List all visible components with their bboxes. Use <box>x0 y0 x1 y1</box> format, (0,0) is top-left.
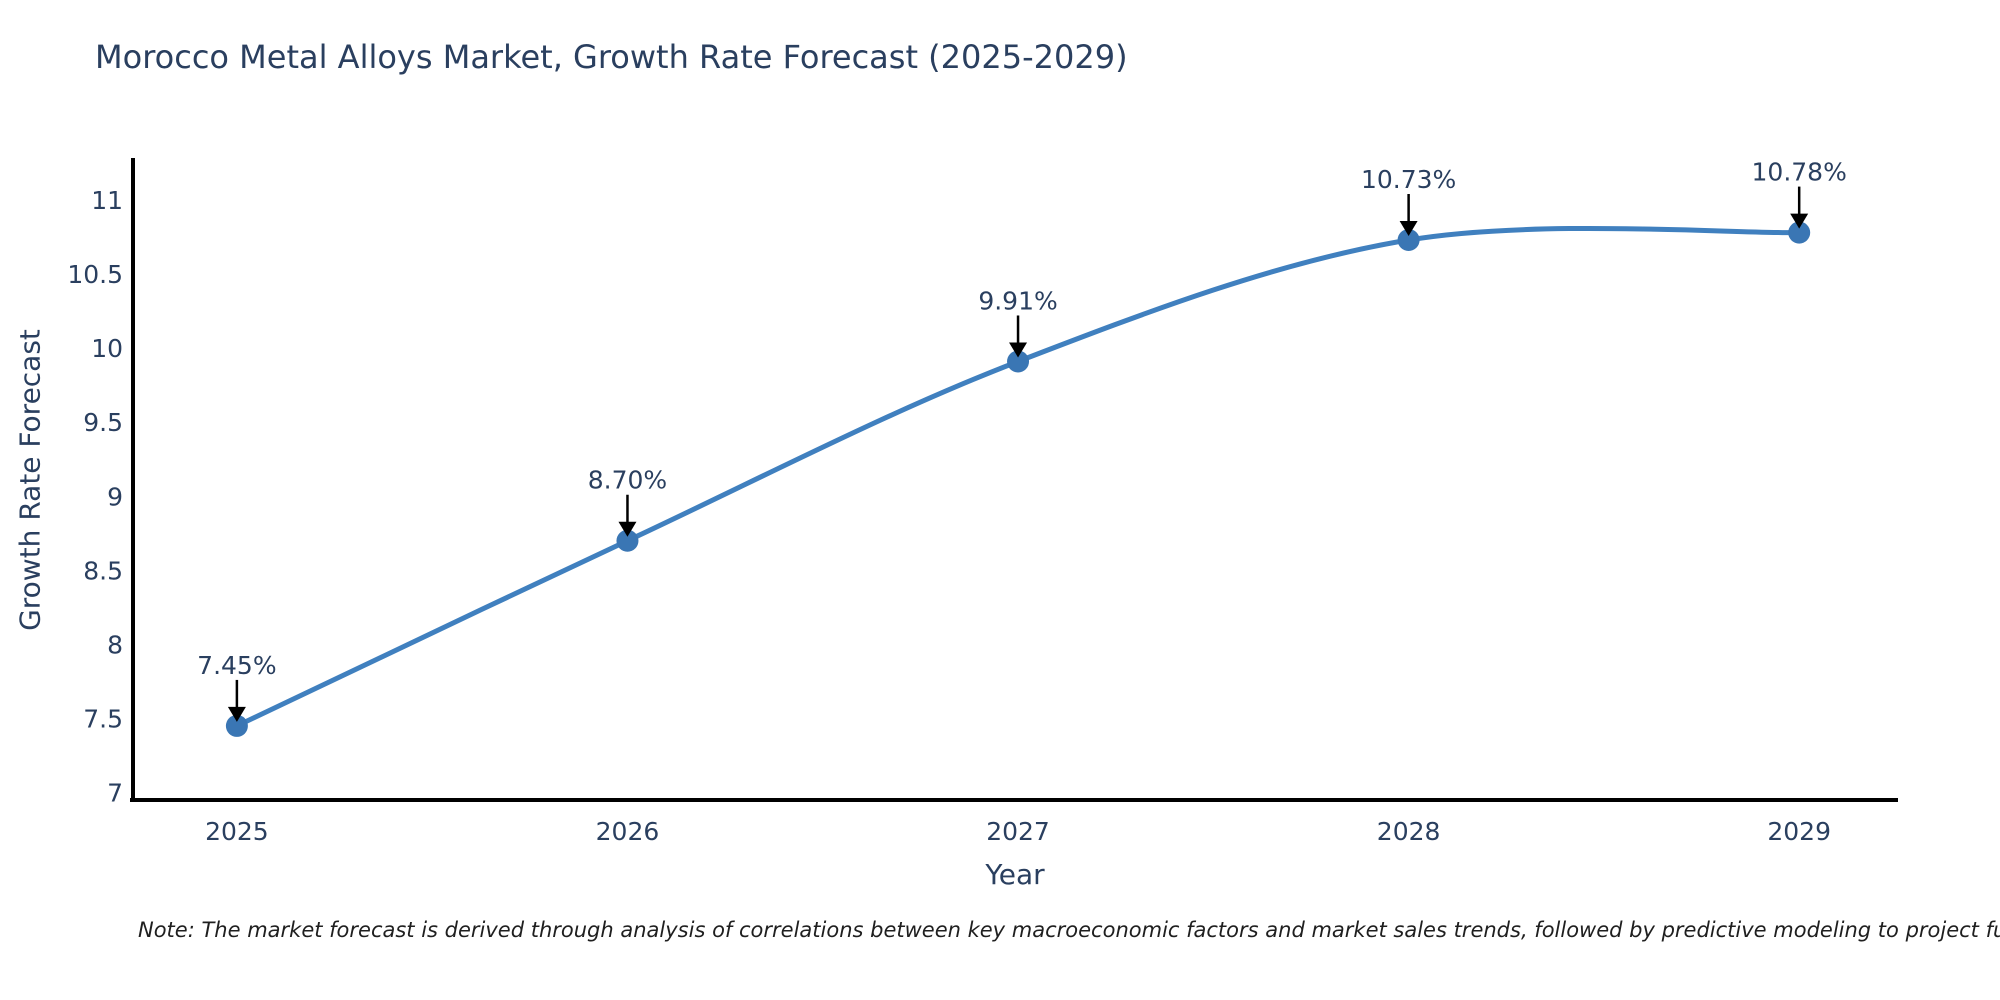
point-value-label: 9.91% <box>978 286 1057 315</box>
x-tick-label: 2025 <box>205 817 269 846</box>
annotation-arrowhead-icon <box>1009 342 1028 358</box>
footnote: Note: The market forecast is derived thr… <box>138 918 2000 942</box>
y-tick-label: 8.5 <box>83 556 123 585</box>
x-tick-label: 2029 <box>1767 817 1831 846</box>
annotation-arrowhead-icon <box>1790 213 1809 229</box>
x-axis-title: Year <box>985 858 1045 891</box>
x-tick-label: 2028 <box>1377 817 1441 846</box>
x-tick-label: 2026 <box>596 817 660 846</box>
y-tick-label: 11 <box>91 186 123 215</box>
y-tick-label: 10.5 <box>67 260 123 289</box>
y-tick-label: 9 <box>107 482 123 511</box>
y-axis-title: Growth Rate Forecast <box>13 329 47 631</box>
data-point-2028[interactable] <box>1397 229 1420 251</box>
point-value-label: 10.78% <box>1752 158 1847 187</box>
y-tick-label: 8 <box>107 630 123 659</box>
y-tick-label: 7.5 <box>83 705 123 734</box>
annotation-arrowhead-icon <box>618 521 637 537</box>
x-tick-label: 2027 <box>986 817 1050 846</box>
data-point-2025[interactable] <box>225 714 248 737</box>
point-value-label: 8.70% <box>588 466 667 495</box>
chart-title: Morocco Metal Alloys Market, Growth Rate… <box>95 38 1128 76</box>
y-tick-label: 9.5 <box>83 408 123 437</box>
annotation-arrowhead-icon <box>227 706 246 722</box>
data-point-2026[interactable] <box>616 529 639 552</box>
data-point-2027[interactable] <box>1007 350 1030 373</box>
y-tick-label: 10 <box>91 334 123 363</box>
point-value-label: 7.45% <box>197 651 276 680</box>
y-tick-label: 7 <box>107 779 123 808</box>
point-value-label: 10.73% <box>1361 165 1456 194</box>
annotation-arrowhead-icon <box>1399 221 1418 236</box>
data-point-2029[interactable] <box>1788 221 1811 244</box>
